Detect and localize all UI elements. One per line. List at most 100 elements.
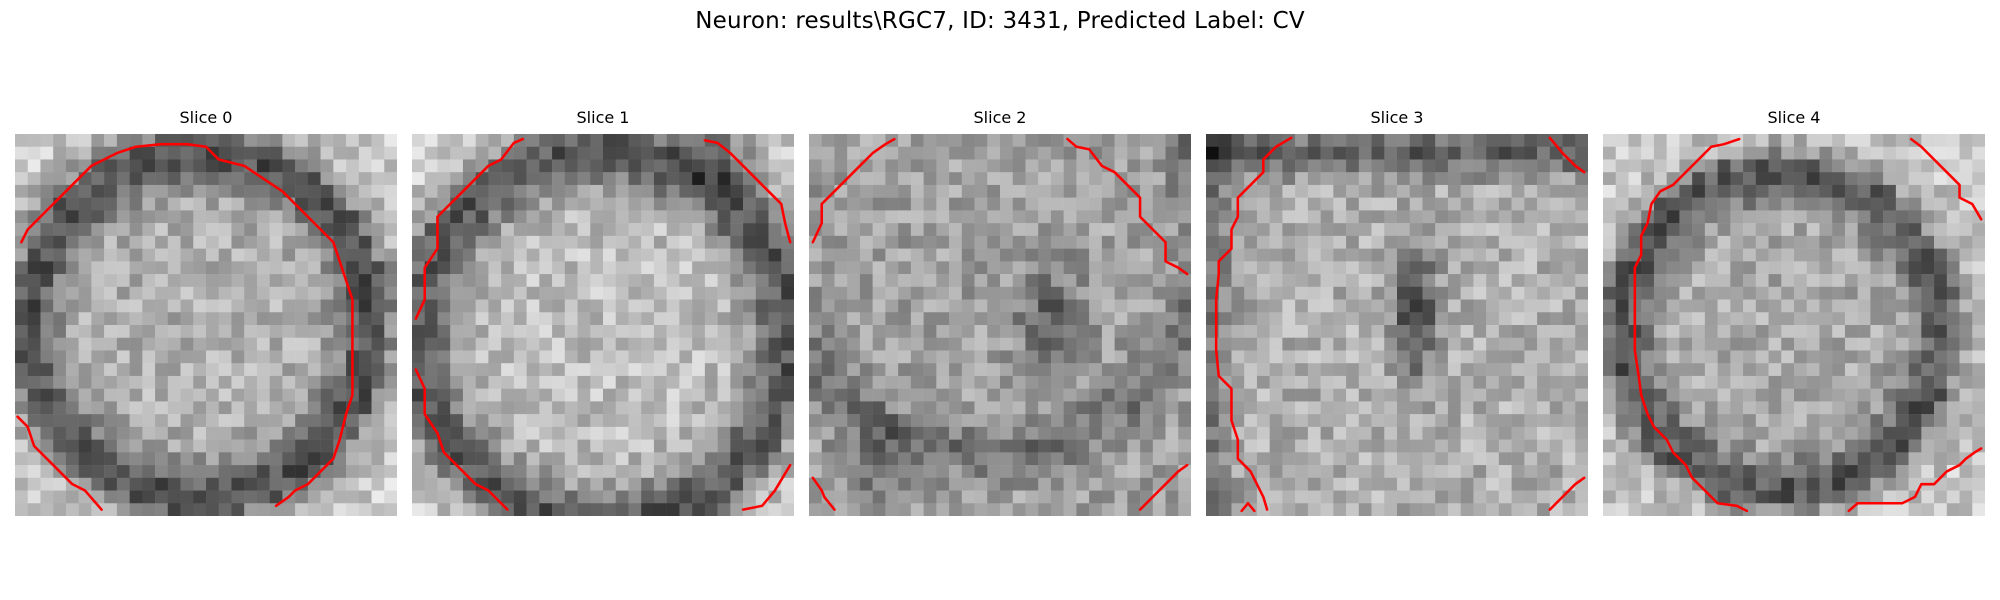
pixel bbox=[1743, 401, 1757, 415]
pixel bbox=[180, 439, 194, 453]
pixel bbox=[526, 414, 540, 428]
pixel bbox=[1397, 172, 1410, 186]
pixel bbox=[384, 210, 397, 224]
pixel bbox=[1152, 197, 1166, 211]
pixel bbox=[384, 172, 397, 186]
pixel bbox=[1641, 223, 1655, 237]
pixel bbox=[539, 337, 553, 351]
pixel bbox=[1679, 235, 1693, 249]
pixel bbox=[1333, 286, 1347, 300]
pixel bbox=[1666, 159, 1680, 173]
pixel bbox=[974, 414, 988, 428]
pixel bbox=[462, 286, 476, 300]
pixel bbox=[1692, 235, 1706, 249]
pixel bbox=[462, 146, 476, 160]
pixel bbox=[1165, 274, 1179, 288]
pixel bbox=[424, 235, 438, 249]
pixel bbox=[15, 439, 28, 453]
pixel bbox=[256, 452, 270, 466]
pixel bbox=[526, 134, 540, 147]
pixel bbox=[1743, 312, 1757, 326]
pixel bbox=[974, 248, 988, 262]
pixel bbox=[488, 477, 502, 491]
pixel bbox=[437, 248, 451, 262]
pixel bbox=[1165, 350, 1179, 364]
pixel bbox=[1511, 172, 1525, 186]
pixel bbox=[1295, 426, 1309, 440]
pixel bbox=[1165, 439, 1179, 453]
pixel bbox=[78, 286, 92, 300]
pixel bbox=[1653, 172, 1667, 186]
pixel bbox=[1844, 210, 1858, 224]
pixel bbox=[437, 503, 451, 516]
pixel bbox=[1641, 490, 1655, 504]
pixel bbox=[40, 363, 54, 377]
pixel bbox=[488, 388, 502, 402]
pixel bbox=[1178, 350, 1191, 364]
pixel bbox=[1269, 465, 1283, 479]
pixel bbox=[1473, 388, 1487, 402]
pixel bbox=[1346, 401, 1360, 415]
pixel bbox=[1038, 388, 1052, 402]
pixel bbox=[923, 490, 937, 504]
pixel bbox=[218, 248, 232, 262]
pixel bbox=[1050, 325, 1064, 338]
pixel bbox=[231, 439, 245, 453]
pixel bbox=[1549, 235, 1563, 249]
pixel bbox=[1165, 210, 1179, 224]
pixel bbox=[987, 350, 1001, 364]
pixel bbox=[898, 172, 912, 186]
pixel bbox=[475, 503, 489, 516]
pixel bbox=[1127, 172, 1141, 186]
pixel bbox=[1409, 363, 1423, 377]
pixel bbox=[859, 337, 873, 351]
pixel bbox=[1358, 223, 1372, 237]
pixel bbox=[1152, 350, 1166, 364]
pixel bbox=[1666, 490, 1680, 504]
pixel bbox=[1127, 299, 1141, 313]
pixel bbox=[1218, 299, 1232, 313]
pixel bbox=[1717, 375, 1731, 389]
pixel bbox=[1295, 286, 1309, 300]
pixel bbox=[1256, 261, 1270, 275]
pixel bbox=[488, 439, 502, 453]
pixel bbox=[231, 337, 245, 351]
pixel bbox=[1127, 375, 1141, 389]
pixel bbox=[155, 235, 169, 249]
pixel bbox=[1050, 452, 1064, 466]
pixel bbox=[1692, 325, 1706, 338]
pixel bbox=[898, 184, 912, 198]
pixel bbox=[1908, 274, 1922, 288]
pixel bbox=[847, 452, 861, 466]
pixel bbox=[692, 401, 706, 415]
pixel bbox=[847, 490, 861, 504]
pixel bbox=[437, 414, 451, 428]
pixel bbox=[488, 274, 502, 288]
pixel bbox=[1256, 248, 1270, 262]
pixel bbox=[424, 184, 438, 198]
pixel bbox=[142, 350, 156, 364]
pixel bbox=[1781, 312, 1795, 326]
pixel bbox=[1295, 388, 1309, 402]
pixel bbox=[513, 299, 527, 313]
pixel bbox=[450, 146, 464, 160]
pixel bbox=[1435, 452, 1449, 466]
pixel bbox=[1615, 439, 1629, 453]
pixel bbox=[333, 299, 347, 313]
pixel bbox=[513, 452, 527, 466]
pixel bbox=[1537, 350, 1551, 364]
pixel bbox=[1921, 235, 1935, 249]
pixel bbox=[307, 477, 321, 491]
pixel bbox=[129, 477, 143, 491]
pixel bbox=[1562, 490, 1576, 504]
pixel bbox=[15, 325, 28, 338]
pixel bbox=[282, 337, 296, 351]
pixel bbox=[1524, 401, 1538, 415]
pixel bbox=[1152, 363, 1166, 377]
pixel bbox=[282, 401, 296, 415]
pixel bbox=[450, 401, 464, 415]
pixel bbox=[1806, 312, 1820, 326]
pixel bbox=[1371, 261, 1385, 275]
pixel bbox=[27, 248, 41, 262]
pixel bbox=[1653, 197, 1667, 211]
